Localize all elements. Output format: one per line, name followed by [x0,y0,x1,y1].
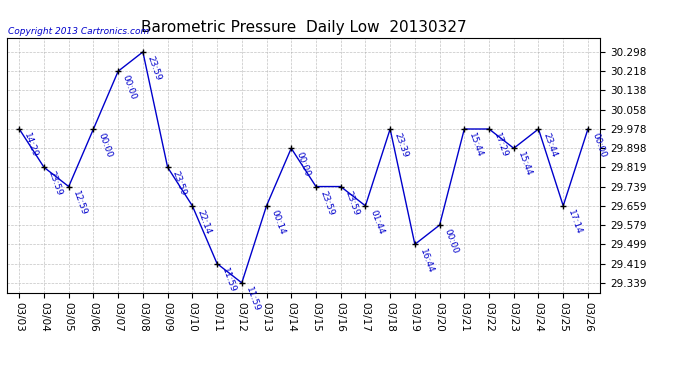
Text: 00:00: 00:00 [442,228,460,255]
Text: 14:29: 14:29 [22,132,39,159]
Text: 11:59: 11:59 [220,266,237,294]
Text: 01:44: 01:44 [368,209,386,236]
Text: 00:00: 00:00 [96,132,114,159]
Text: 23:59: 23:59 [146,55,163,82]
Text: 23:44: 23:44 [541,132,558,159]
Text: 15:44: 15:44 [467,132,484,159]
Text: 23:59: 23:59 [170,170,188,197]
Text: Pressure  (Inches/Hg): Pressure (Inches/Hg) [502,20,612,28]
Text: 16:44: 16:44 [417,247,435,274]
Text: 23:59: 23:59 [344,189,361,217]
Text: 17:14: 17:14 [566,209,583,236]
Text: 15:44: 15:44 [517,151,534,178]
Text: 23:39: 23:39 [393,132,410,159]
Text: Copyright 2013 Cartronics.com: Copyright 2013 Cartronics.com [8,27,150,36]
Text: 17:29: 17:29 [492,132,509,159]
Text: 00:00: 00:00 [591,132,608,159]
Text: 00:00: 00:00 [121,74,138,101]
Title: Barometric Pressure  Daily Low  20130327: Barometric Pressure Daily Low 20130327 [141,20,466,35]
Text: 23:59: 23:59 [319,189,336,217]
Text: 11:59: 11:59 [244,286,262,313]
Text: 12:59: 12:59 [72,189,89,217]
Text: 22:14: 22:14 [195,209,213,236]
Text: 23:59: 23:59 [47,170,64,197]
Text: 00:14: 00:14 [269,209,286,236]
Text: 00:00: 00:00 [294,151,311,178]
